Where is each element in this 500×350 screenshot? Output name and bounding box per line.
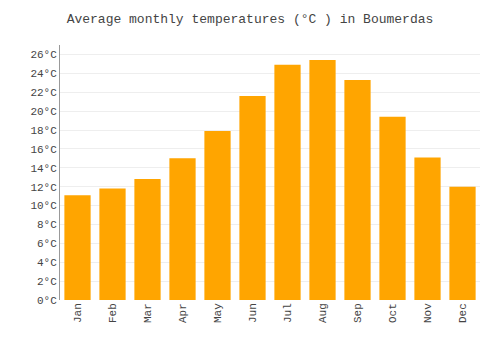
svg-text:14°C: 14°C [30,163,57,175]
svg-text:Feb: Feb [107,303,119,323]
svg-text:4°C: 4°C [37,257,57,269]
svg-text:0°C: 0°C [37,295,57,307]
svg-text:10°C: 10°C [30,200,57,212]
svg-text:May: May [212,303,224,323]
svg-text:16°C: 16°C [30,144,57,156]
svg-text:6°C: 6°C [37,238,57,250]
svg-text:2°C: 2°C [37,276,57,288]
svg-text:12°C: 12°C [30,182,57,194]
svg-text:Apr: Apr [177,303,189,323]
svg-text:22°C: 22°C [30,87,57,99]
svg-text:18°C: 18°C [30,125,57,137]
svg-text:Average monthly temperatures (: Average monthly temperatures (°C ) in Bo… [67,12,434,27]
svg-text:Aug: Aug [317,303,329,323]
svg-text:26°C: 26°C [30,49,57,61]
svg-text:Jul: Jul [282,303,294,323]
svg-text:Nov: Nov [422,303,434,323]
svg-text:Dec: Dec [457,303,469,323]
svg-text:Sep: Sep [352,303,364,323]
svg-text:Oct: Oct [387,303,399,323]
svg-text:Mar: Mar [142,303,154,323]
svg-text:Jan: Jan [72,303,84,323]
svg-text:20°C: 20°C [30,106,57,118]
svg-text:24°C: 24°C [30,68,57,80]
svg-text:8°C: 8°C [37,219,57,231]
svg-text:Jun: Jun [247,303,259,323]
